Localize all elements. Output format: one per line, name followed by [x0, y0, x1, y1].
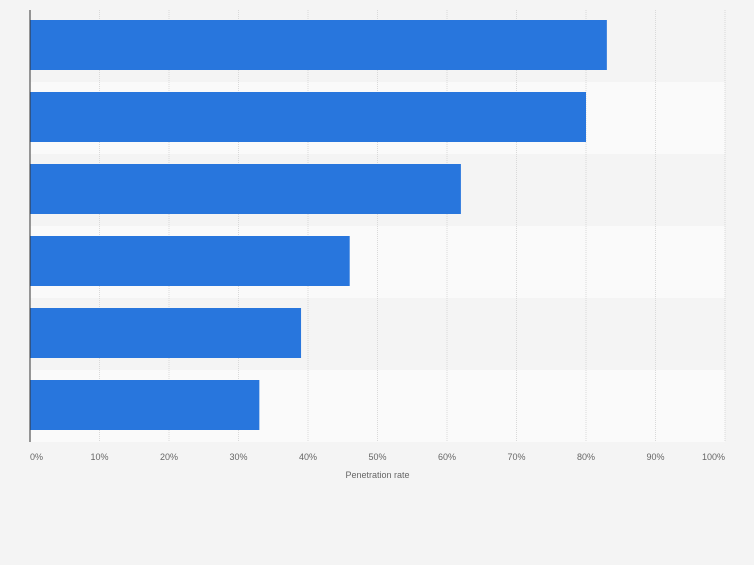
x-tick-label: 50% — [368, 452, 386, 462]
x-tick-label: 70% — [507, 452, 525, 462]
x-tick-label: 30% — [229, 452, 247, 462]
x-tick-label: 10% — [90, 452, 108, 462]
x-tick-label: 90% — [646, 452, 664, 462]
x-tick-label: 100% — [702, 452, 725, 462]
gridlines — [99, 10, 726, 442]
bar[interactable] — [30, 20, 607, 70]
x-tick-label: 80% — [577, 452, 595, 462]
x-tick-label: 60% — [438, 452, 456, 462]
bar[interactable] — [30, 236, 350, 286]
bars — [30, 20, 607, 430]
x-axis-label: Penetration rate — [345, 470, 409, 480]
x-tick-label: 40% — [299, 452, 317, 462]
bar[interactable] — [30, 308, 302, 358]
bar[interactable] — [30, 92, 586, 142]
bar[interactable] — [30, 164, 461, 214]
bar[interactable] — [30, 380, 260, 430]
x-tick-label: 20% — [160, 452, 178, 462]
x-axis-ticks: 0% 10% 20% 30% 40% 50% 60% 70% 80% 90% 100% — [30, 452, 725, 462]
x-tick-label: 0% — [30, 452, 43, 462]
